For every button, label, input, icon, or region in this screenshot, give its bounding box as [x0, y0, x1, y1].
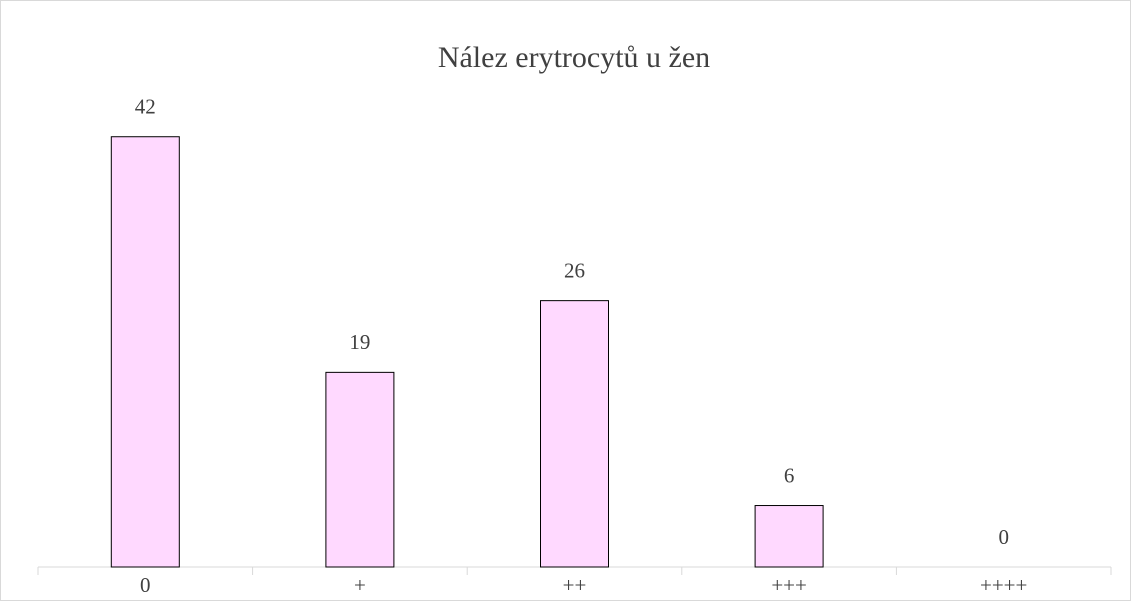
data-label: 42: [135, 95, 156, 119]
data-label: 19: [349, 330, 370, 354]
bar: [325, 371, 395, 568]
x-tick-label: ++++: [980, 573, 1027, 597]
x-tick-label: +: [354, 573, 366, 597]
bar: [540, 300, 609, 568]
bar: [754, 505, 824, 568]
x-tick-label: +++: [771, 573, 807, 597]
data-label: 6: [784, 463, 795, 487]
bar: [110, 136, 180, 568]
x-tick-label: 0: [140, 573, 151, 597]
data-label: 0: [998, 525, 1009, 549]
x-tick-label: ++: [563, 573, 587, 597]
data-label: 26: [564, 258, 585, 282]
chart-title: Nález erytrocytů u žen: [438, 41, 710, 74]
